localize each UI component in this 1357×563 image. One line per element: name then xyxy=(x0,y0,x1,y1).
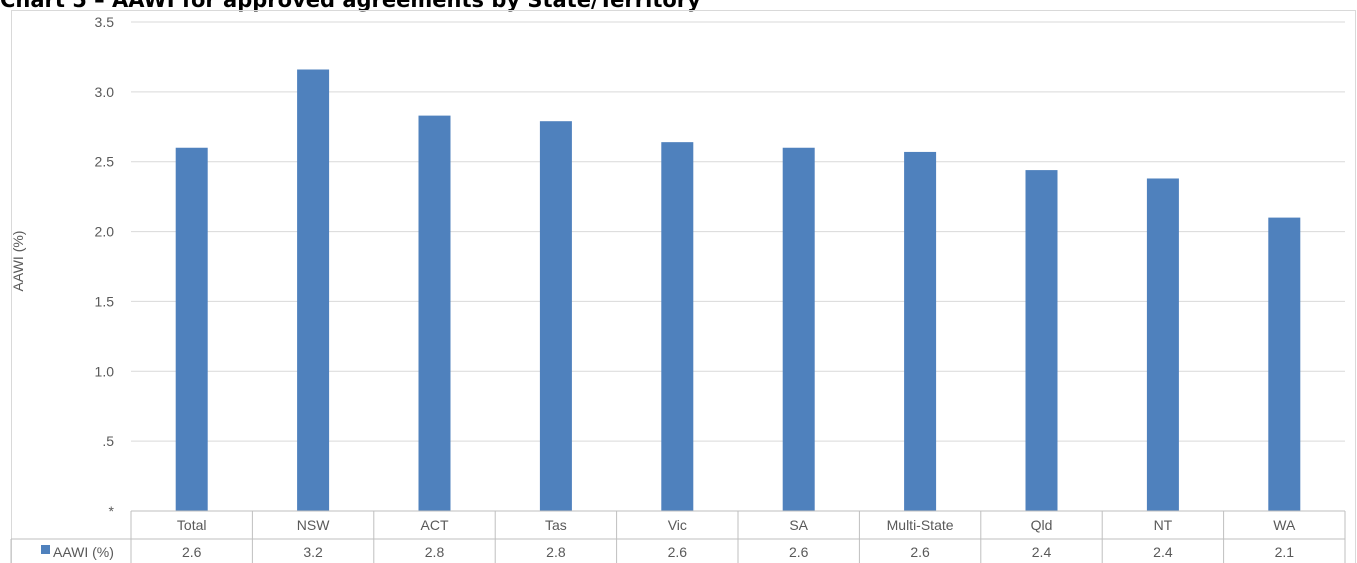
bar xyxy=(661,142,694,511)
data-table-value: 2.1 xyxy=(1275,544,1295,560)
y-tick-label: 3.0 xyxy=(95,84,115,100)
x-tick-label: Vic xyxy=(668,517,687,533)
x-tick-label: Tas xyxy=(545,517,567,533)
bar xyxy=(175,147,208,511)
bar xyxy=(782,147,815,511)
bar xyxy=(1146,178,1179,512)
bar xyxy=(904,151,937,512)
legend-label: AAWI (%) xyxy=(53,544,114,560)
legend-key xyxy=(41,545,50,554)
bar xyxy=(297,69,330,511)
x-tick-label: Total xyxy=(177,517,207,533)
x-tick-label: SA xyxy=(789,517,808,533)
data-table-value: 2.8 xyxy=(546,544,566,560)
data-table-value: 2.6 xyxy=(668,544,688,560)
bar xyxy=(1268,217,1301,511)
data-table-value: 2.6 xyxy=(910,544,930,560)
x-tick-label: NSW xyxy=(297,517,330,533)
y-tick-label: 1.0 xyxy=(95,363,115,379)
bar xyxy=(418,115,451,511)
chart-frame xyxy=(11,10,1356,563)
y-tick-label: * xyxy=(109,503,115,519)
data-table-value: 2.6 xyxy=(182,544,202,560)
data-table-value: 2.6 xyxy=(789,544,809,560)
y-tick-label: 1.5 xyxy=(95,293,115,309)
x-tick-label: Qld xyxy=(1031,517,1053,533)
y-tick-label: 3.5 xyxy=(95,14,115,30)
x-tick-label: ACT xyxy=(421,517,449,533)
y-tick-label: .5 xyxy=(102,433,114,449)
bar xyxy=(539,121,572,511)
data-table-value: 2.4 xyxy=(1032,544,1052,560)
x-tick-label: NT xyxy=(1154,517,1173,533)
x-tick-label: Multi-State xyxy=(887,517,954,533)
x-tick-label: WA xyxy=(1273,517,1296,533)
y-tick-label: 2.5 xyxy=(95,154,115,170)
chart-title: Chart 5 – AAWI for approved agreements b… xyxy=(0,0,701,12)
y-tick-label: 2.0 xyxy=(95,224,115,240)
bar xyxy=(1025,170,1058,511)
data-table-value: 3.2 xyxy=(303,544,323,560)
data-table-value: 2.4 xyxy=(1153,544,1173,560)
data-table-value: 2.8 xyxy=(425,544,445,560)
